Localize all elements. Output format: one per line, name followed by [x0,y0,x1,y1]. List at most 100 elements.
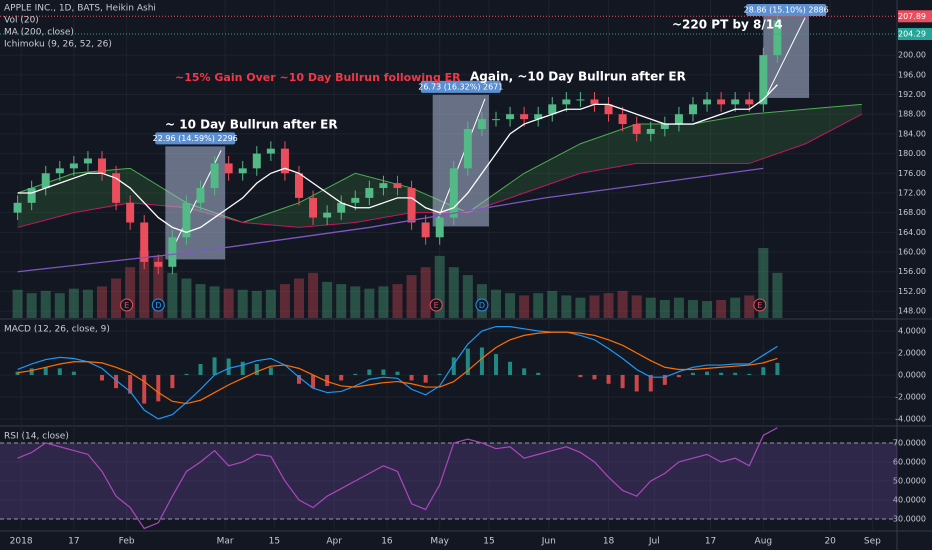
measure-label-bg [155,132,236,145]
histogram-bar [451,357,456,375]
y-tick-label: 188.00 [898,110,926,119]
candle-body [182,202,191,238]
volume-bar [617,290,628,318]
candle-body [224,163,233,174]
event-marker [151,298,165,312]
volume-bar [336,284,347,318]
volume-bar [758,248,769,318]
candle-body [154,261,163,267]
histogram-bar [592,374,597,380]
candle-body [435,217,444,238]
measure-label: 22.96 (14.59%) 2296 [153,134,238,143]
volume-bar [631,295,642,318]
volume-bar [687,299,698,318]
candle-body [576,99,585,101]
volume-bar [153,255,164,318]
candle-body [365,188,374,198]
histogram-bar [29,368,34,375]
candle-body [13,202,22,213]
candle-body [562,99,571,105]
measure-arrow [766,17,806,95]
y-tick-label: 30.0000 [893,514,926,523]
event-marker [753,298,767,312]
volume-bar [448,267,459,318]
candle-body [210,163,219,189]
volume-bar [519,295,530,318]
volume-bar [68,288,79,318]
histogram-bar [719,372,724,375]
histogram-bar [128,374,133,394]
histogram-bar [184,373,189,375]
histogram-bar [353,373,358,375]
histogram-bar [493,354,498,375]
candle-body [703,99,712,105]
y-tick-label: 60.0000 [893,457,926,466]
histogram-bar [395,371,400,375]
candle-body [745,99,754,105]
candle-body [252,153,261,169]
histogram-bar [423,374,428,383]
volume-bar [139,250,150,318]
histogram-bar [339,374,344,381]
y-tick-label: 152.00 [898,287,926,296]
volume-bar [40,290,51,318]
histogram-bar [381,369,386,375]
x-tick-label: Apr [326,537,342,547]
volume-bar [533,293,544,318]
price-tag-bg [898,10,932,23]
histogram-bar [198,363,203,375]
histogram-bar [662,374,667,385]
candle-body [295,173,303,198]
candle-body [421,222,430,238]
event-marker [475,298,489,312]
histogram-bar [578,374,583,378]
volume-bar [462,275,473,318]
volume-bar [223,288,234,318]
volume-bar [237,289,248,318]
candle-body [168,237,177,267]
volume-bar [195,284,206,318]
candle-body [534,114,543,120]
y-tick-label: 196.00 [898,70,926,79]
histogram-bar [240,361,245,375]
candle-body [604,104,613,115]
volume-bar [111,278,122,318]
x-tick-label: Jul [648,537,660,547]
candle-body [351,197,360,203]
legend-entry: MA (200, close) [4,28,74,38]
candle-body [773,20,782,56]
histogram-bar [648,374,653,392]
candle-body [140,222,149,262]
event-label: D [479,301,485,310]
volume-bar [603,293,614,318]
x-tick-label: Aug [755,537,773,547]
volume-bar [181,278,192,318]
candle-body [449,168,458,218]
histogram-bar [114,374,119,389]
annotation: ~220 PT by 8/14 [672,18,782,32]
histogram-bar [761,367,766,375]
annotation: ~15% Gain Over ~10 Day Bullrun following… [175,71,461,84]
histogram-bar [747,373,752,375]
volume-bar [505,293,516,318]
x-tick-label: May [430,537,449,547]
x-tick-label: Feb [119,537,135,547]
event-label: E [124,301,129,310]
histogram-bar [156,374,161,402]
histogram-bar [254,363,259,375]
y-tick-label: 164.00 [898,228,926,237]
measure-label-bg [746,4,827,16]
histogram-bar [43,367,48,375]
volume-bar [97,286,108,318]
x-tick-label: Jun [541,537,556,547]
candle-body [506,114,515,120]
candle-body [759,55,768,105]
y-tick-label: -4.0000 [895,414,926,423]
histogram-bar [268,367,273,375]
y-tick-label: 148.00 [898,307,926,316]
x-tick-label: 15 [483,537,494,547]
y-tick-label: 176.00 [898,169,926,178]
moving-average [17,84,778,234]
candle-body [491,119,500,121]
candle-body [309,197,318,218]
